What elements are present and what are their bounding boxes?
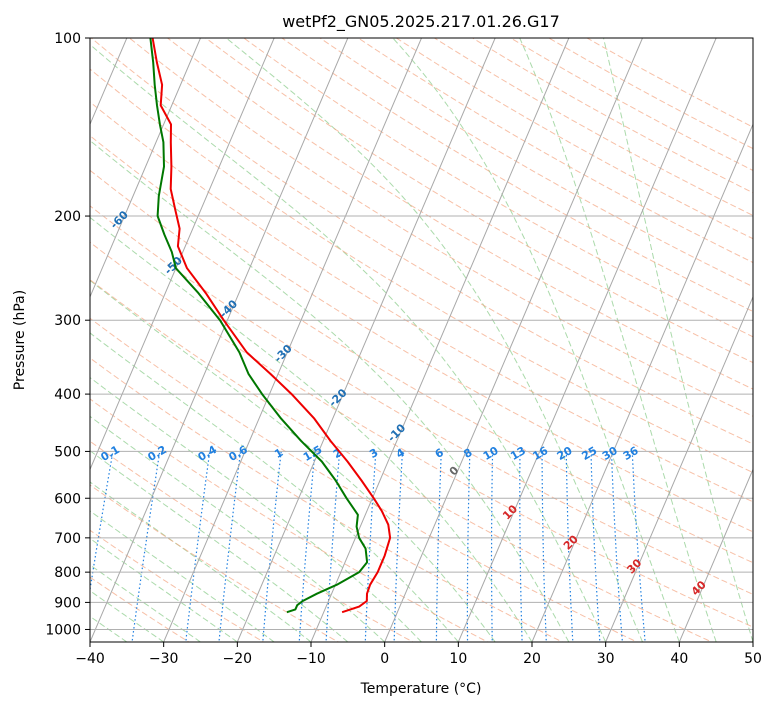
chart-title: wetPf2_GN05.2025.217.01.26.G17 (282, 12, 560, 32)
moist-adiabat-line (519, 38, 717, 642)
mixing-ratio-line (325, 451, 341, 642)
moist-adiabat-line (392, 38, 680, 642)
x-tick-label: −20 (223, 651, 253, 667)
dry-adiabat-line (166, 38, 753, 390)
isotherms (90, 38, 753, 642)
isotherm-line (384, 38, 643, 642)
x-tick-label: −10 (296, 651, 326, 667)
y-tick-label: 900 (54, 595, 81, 611)
mixing-ratio-lines (90, 451, 646, 642)
moist-adiabat-line (90, 216, 533, 642)
x-tick-label: −30 (149, 651, 179, 667)
x-tick-label: 40 (670, 651, 688, 667)
isotherm-line (90, 38, 275, 471)
y-tick-label: 400 (54, 387, 81, 403)
y-tick-label: 600 (54, 491, 81, 507)
x-tick-label: 50 (744, 651, 762, 667)
x-tick-label: 10 (449, 651, 467, 667)
moist-adiabat-line (90, 564, 201, 642)
plot-frame (89, 37, 754, 643)
dry-adiabat-line (90, 38, 753, 445)
x-tick-label: 30 (597, 651, 615, 667)
isotherm-line (163, 38, 422, 642)
x-axis-title: Temperature (°C) (360, 681, 482, 697)
isotherm-line (236, 38, 496, 642)
mixing-ratio-line (435, 451, 442, 642)
mixing-ratio-line (590, 451, 601, 642)
dry-adiabat-line (90, 317, 639, 642)
dry-adiabat-line (242, 38, 753, 338)
plot-area: -100-90-80-70-60-50-40-30-20-10010203040… (90, 38, 753, 642)
isobars (90, 38, 753, 630)
dry-adiabat-line (90, 135, 753, 533)
isotherm-line (678, 468, 753, 642)
moist-adiabat-line (90, 481, 312, 642)
isotherm-line (90, 38, 201, 299)
mixing-ratio-line (610, 451, 624, 642)
y-tick-label: 800 (54, 565, 81, 581)
plot-background (90, 38, 753, 642)
dry-adiabat-line (90, 101, 753, 503)
mixing-ratio-line (541, 451, 547, 642)
y-tick-label: 1000 (45, 622, 81, 638)
y-tick-label: 700 (54, 531, 81, 547)
mixing-ratio-line (565, 451, 574, 642)
isotherm-line (457, 38, 717, 642)
mixing-ratio-line (466, 451, 471, 642)
mixing-ratio-line (631, 451, 646, 642)
dewpoint-profile (149, 38, 369, 614)
y-tick-label: 500 (54, 444, 81, 460)
x-axis: −40 −30 −20 −10 0 10 20 30 40 50 (75, 642, 762, 667)
moist-adiabat-line (90, 332, 459, 642)
profiles (149, 38, 392, 614)
y-axis: 100 200 300 400 500 600 700 800 900 1000 (45, 31, 90, 638)
x-tick-label: 0 (380, 651, 389, 667)
moist-adiabat-line (90, 537, 238, 642)
dry-adiabat-line (90, 68, 753, 474)
moist-adiabat-line (225, 38, 643, 642)
y-axis-title: Pressure (hPa) (12, 290, 28, 390)
moist-adiabat-line (90, 450, 349, 642)
moist-adiabats (90, 38, 753, 642)
moist-adiabat-line (90, 376, 422, 642)
isotherm-line (90, 38, 349, 642)
mixing-ratio-line (490, 451, 494, 642)
mixing-ratio-line (393, 451, 404, 642)
temperature-profile (151, 38, 392, 614)
dry-adiabat-line (319, 38, 753, 288)
isotherm-line (310, 38, 570, 642)
moist-adiabat-line (90, 43, 607, 642)
moist-adiabat-line (90, 590, 164, 642)
dry-adiabat-line (90, 169, 753, 564)
isotherm-line (531, 123, 753, 642)
x-tick-label: −40 (75, 651, 105, 667)
moist-adiabat-line (90, 139, 570, 642)
moist-adiabat-line (90, 279, 496, 642)
mixing-ratio-line (519, 451, 523, 642)
moist-adiabat-line (603, 38, 753, 642)
y-tick-label: 100 (54, 31, 81, 47)
y-tick-label: 300 (54, 313, 81, 329)
isotherm-line (605, 295, 753, 642)
x-tick-label: 20 (523, 651, 541, 667)
y-tick-label: 200 (54, 209, 81, 225)
